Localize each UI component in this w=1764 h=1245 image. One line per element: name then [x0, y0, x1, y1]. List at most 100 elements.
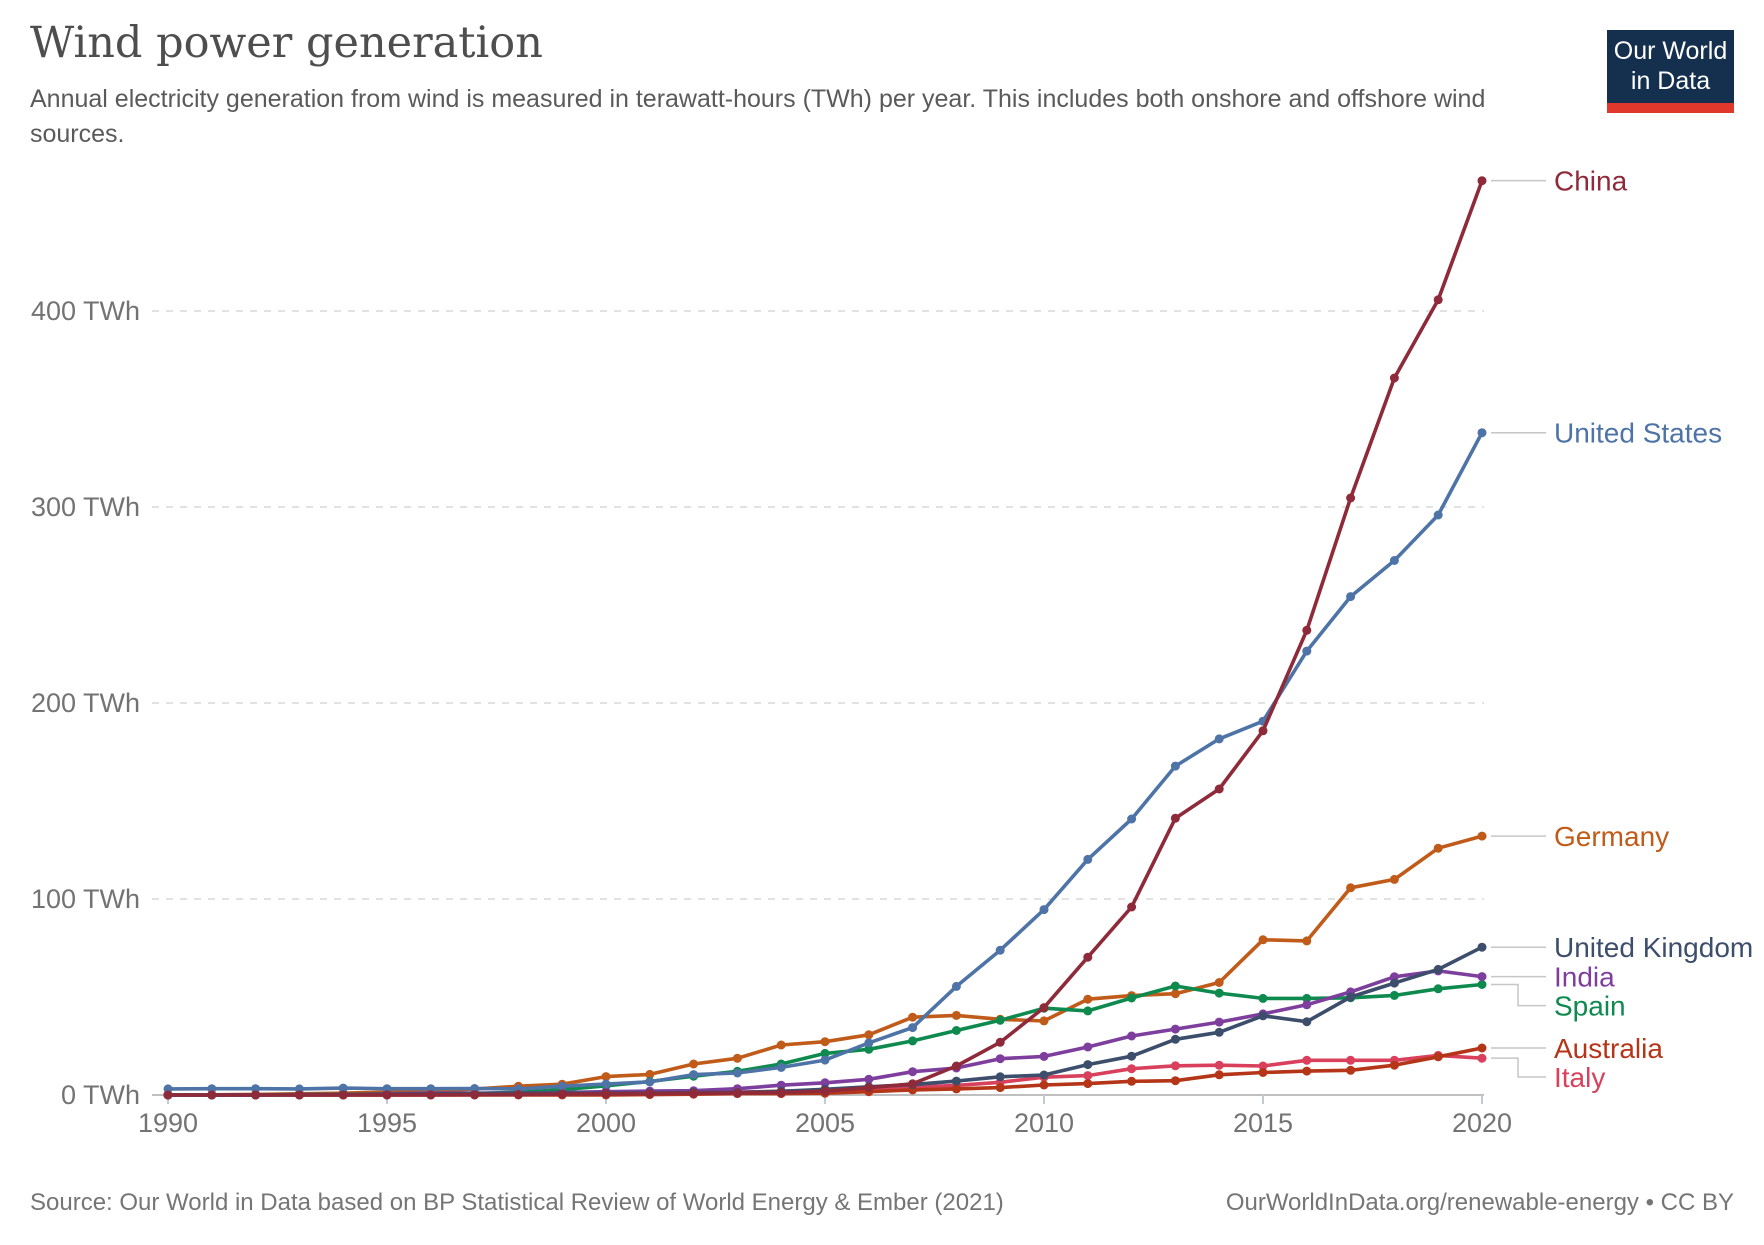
data-point-china-1991	[207, 1090, 217, 1100]
data-point-germany-2019	[1433, 843, 1443, 853]
data-point-spain-2005	[820, 1048, 830, 1058]
data-point-australia-2016	[1302, 1066, 1312, 1076]
series-line-united-states[interactable]	[166, 430, 1484, 1091]
data-point-india-2009	[995, 1054, 1005, 1064]
data-point-china-2018	[1389, 373, 1399, 383]
data-point-germany-2008	[951, 1010, 961, 1020]
owid-logo-line2: in Data	[1630, 67, 1711, 95]
x-tick-label-1995: 1995	[357, 1108, 417, 1138]
data-point-china-1992	[251, 1090, 261, 1100]
data-point-germany-2013	[1170, 989, 1180, 999]
data-point-united-kingdom-2010	[1039, 1070, 1049, 1080]
data-point-germany-2017	[1346, 883, 1356, 893]
series-label-spain[interactable]: Spain	[1554, 991, 1626, 1022]
data-point-china-2017	[1346, 493, 1356, 503]
data-point-india-2020	[1477, 972, 1487, 982]
series-india	[163, 966, 1487, 1100]
data-point-united-states-2020	[1477, 428, 1487, 438]
series-label-china[interactable]: China	[1554, 166, 1628, 197]
chart-header: Wind power generation Annual electricity…	[30, 18, 1590, 152]
x-tick-label-2020: 2020	[1452, 1108, 1512, 1138]
data-point-india-2010	[1039, 1051, 1049, 1061]
series-label-united-states[interactable]: United States	[1554, 418, 1722, 449]
data-point-china-2004	[776, 1088, 786, 1097]
data-point-china-1996	[426, 1090, 436, 1100]
footer-citation-link[interactable]: OurWorldInData.org/renewable-energy • CC…	[1225, 1189, 1734, 1216]
x-tick-label-2005: 2005	[795, 1108, 855, 1138]
data-point-italy-2014	[1214, 1060, 1224, 1070]
data-point-united-kingdom-2019	[1433, 964, 1443, 974]
data-point-india-2014	[1214, 1017, 1224, 1027]
data-point-united-kingdom-2009	[995, 1072, 1005, 1082]
data-point-united-kingdom-2020	[1477, 942, 1487, 952]
series-label-india[interactable]: India	[1554, 962, 1615, 993]
data-point-united-states-2010	[1039, 905, 1049, 915]
data-point-germany-2018	[1389, 874, 1399, 884]
data-point-china-2013	[1170, 813, 1180, 823]
data-point-italy-2016	[1302, 1055, 1312, 1065]
data-point-spain-2012	[1127, 993, 1137, 1003]
data-point-china-2000	[601, 1089, 611, 1099]
x-tick-label-2000: 2000	[576, 1108, 636, 1138]
data-point-italy-2013	[1170, 1061, 1180, 1071]
data-point-united-kingdom-2018	[1389, 978, 1399, 988]
series-label-australia[interactable]: Australia	[1554, 1033, 1663, 1064]
data-point-united-states-1994	[338, 1083, 348, 1093]
data-point-china-1997	[470, 1090, 480, 1100]
data-point-china-2002	[689, 1088, 699, 1098]
data-point-india-2012	[1127, 1031, 1137, 1041]
data-point-germany-2000	[601, 1072, 611, 1082]
data-point-united-states-1997	[470, 1084, 480, 1093]
data-point-united-states-2008	[951, 981, 961, 991]
data-point-spain-2018	[1389, 990, 1399, 1000]
owid-logo-red-bar	[1607, 103, 1734, 113]
data-point-china-1994	[338, 1090, 348, 1100]
data-point-india-2013	[1170, 1024, 1180, 1034]
data-point-italy-2012	[1127, 1064, 1137, 1074]
data-point-italy-2017	[1346, 1055, 1356, 1065]
data-point-china-2014	[1214, 784, 1224, 794]
data-point-italy-2011	[1083, 1071, 1093, 1081]
data-point-australia-2012	[1127, 1076, 1137, 1086]
data-point-united-states-2007	[908, 1023, 918, 1033]
data-point-united-kingdom-2014	[1214, 1027, 1224, 1037]
series-label-italy[interactable]: Italy	[1554, 1062, 1605, 1093]
data-point-united-states-1995	[382, 1084, 392, 1094]
data-point-germany-2010	[1039, 1016, 1049, 1026]
data-point-india-2011	[1083, 1042, 1093, 1052]
data-point-united-kingdom-2013	[1170, 1034, 1180, 1044]
series-label-germany[interactable]: Germany	[1554, 821, 1669, 852]
data-point-spain-2019	[1433, 984, 1443, 994]
data-point-united-states-2018	[1389, 556, 1399, 565]
data-point-spain-2016	[1302, 993, 1312, 1003]
data-point-china-2003	[732, 1088, 742, 1098]
data-point-united-kingdom-2011	[1083, 1060, 1093, 1070]
data-point-united-kingdom-2016	[1302, 1017, 1312, 1027]
y-tick-label-200: 200 TWh	[31, 688, 140, 718]
data-point-united-states-2012	[1127, 814, 1137, 824]
data-point-united-states-2005	[820, 1055, 830, 1065]
data-point-germany-2014	[1214, 978, 1224, 987]
data-point-spain-2008	[951, 1026, 961, 1035]
data-point-australia-2019	[1433, 1052, 1443, 1062]
data-point-germany-2020	[1477, 831, 1487, 841]
data-point-india-2006	[864, 1074, 874, 1084]
series-line-china[interactable]	[166, 178, 1484, 1097]
data-point-china-1995	[382, 1090, 392, 1100]
data-point-italy-2015	[1258, 1061, 1268, 1071]
data-point-australia-2011	[1083, 1079, 1093, 1089]
data-point-spain-2013	[1170, 981, 1180, 991]
data-point-india-2007	[908, 1067, 918, 1077]
series-line-india[interactable]	[166, 969, 1484, 1097]
data-point-united-states-2019	[1433, 510, 1443, 520]
series-label-united-kingdom[interactable]: United Kingdom	[1554, 932, 1753, 963]
data-point-china-2005	[820, 1086, 830, 1096]
label-connector-spain	[1491, 983, 1546, 1007]
data-point-united-states-2017	[1346, 592, 1356, 602]
data-point-australia-2018	[1389, 1060, 1399, 1070]
x-tick-label-2015: 2015	[1233, 1108, 1293, 1138]
data-point-australia-2010	[1039, 1080, 1049, 1090]
data-point-australia-2009	[995, 1083, 1005, 1093]
